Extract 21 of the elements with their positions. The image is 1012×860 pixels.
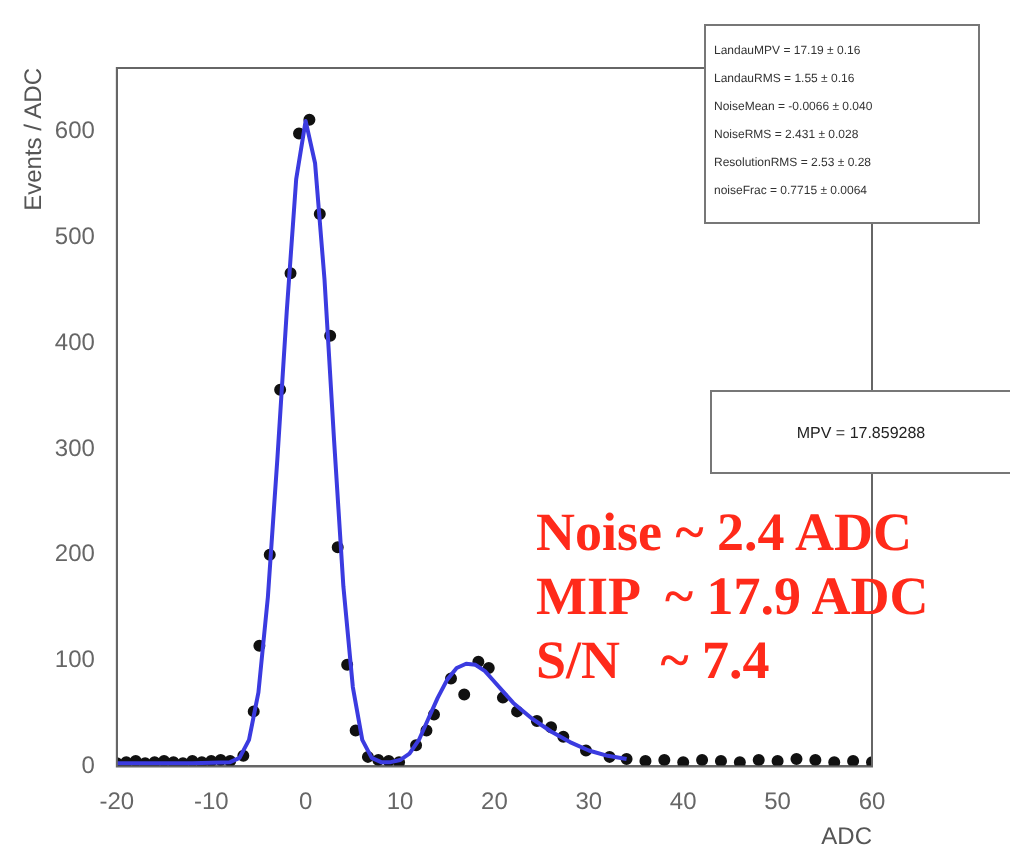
x-tick-label: -10 <box>193 787 230 816</box>
x-tick-label: 20 <box>481 787 509 816</box>
result-box: MPV = 17.859288 <box>710 390 1010 474</box>
x-tick-label: -20 <box>99 787 135 816</box>
y-tick-label: 400 <box>54 327 96 356</box>
annotation: S/N ~ 7.4 <box>536 628 772 692</box>
y-tick-label: 300 <box>54 433 96 462</box>
x-tick-label: 40 <box>669 787 698 816</box>
x-tick-label: 30 <box>575 787 603 816</box>
y-axis-title: Events / ADC <box>19 67 48 211</box>
annotation: MPV = 17.859288 <box>796 423 926 441</box>
y-tick-label: 500 <box>54 221 96 250</box>
y-tick-label: 0 <box>81 751 96 780</box>
x-tick-label: 60 <box>858 787 886 816</box>
x-tick-label: 10 <box>386 787 415 816</box>
x-axis-title: ADC <box>821 822 873 851</box>
y-tick-label: 200 <box>54 539 96 568</box>
x-tick-label: 50 <box>764 787 792 816</box>
y-tick-label: 600 <box>54 116 96 145</box>
x-tick-label: 0 <box>298 787 313 816</box>
y-tick-label: 100 <box>54 645 96 674</box>
